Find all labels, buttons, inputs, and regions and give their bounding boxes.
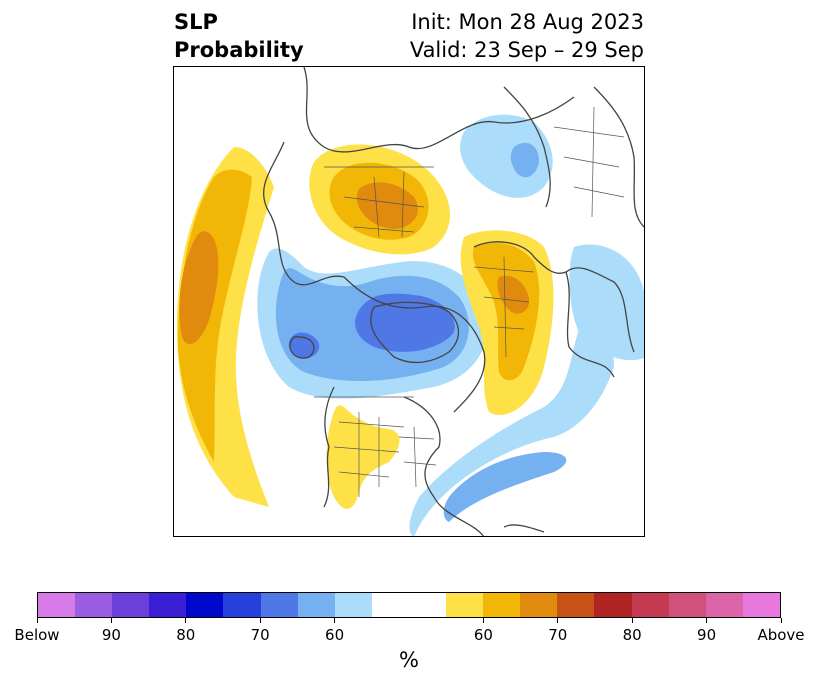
colorbar-segment: [112, 593, 150, 617]
colorbar-tick-label: 70: [548, 626, 568, 644]
colorbar-tick-label: 80: [622, 626, 642, 644]
colorbar-segment: [149, 593, 187, 617]
valid-date-label: Valid: 23 Sep – 29 Sep: [409, 38, 644, 62]
colorbar-segment: [38, 593, 76, 617]
colorbar-segment: [408, 593, 447, 617]
init-date-label: Init: Mon 28 Aug 2023: [411, 10, 644, 34]
colorbar-tick-mark: [185, 618, 187, 623]
colorbar-segment: [186, 593, 224, 617]
colorbar-segment: [557, 593, 595, 617]
colorbar-segment: [631, 593, 669, 617]
colorbar-segment: [668, 593, 706, 617]
colorbar-tick-mark: [557, 618, 559, 623]
colorbar-segment: [75, 593, 113, 617]
forecast-dates: Init: Mon 28 Aug 2023 Valid: 23 Sep – 29…: [410, 8, 644, 64]
shade-atlantic-below-70: [443, 452, 567, 522]
colorbar-segment: [334, 593, 372, 617]
shade-atlantic-below-60: [409, 314, 614, 536]
shade-pacific-above-80: [179, 231, 219, 345]
colorbar-tick-mark: [706, 618, 708, 623]
shade-asia-below-60: [569, 244, 644, 361]
colorbar-segment: [483, 593, 521, 617]
colorbar-tick-mark: [631, 618, 633, 623]
shade-greenland-above-70: [472, 242, 540, 381]
colorbar-segment: [297, 593, 335, 617]
colorbar-segment: [260, 593, 298, 617]
probability-map: [173, 66, 645, 537]
map-canvas: [176, 67, 644, 536]
colorbar-tick-label: 80: [176, 626, 196, 644]
shade-europe-below-70: [510, 142, 539, 178]
title-line-2: Probability: [174, 38, 304, 62]
title-line-1: SLP: [174, 10, 218, 34]
colorbar-tick-label: 60: [325, 626, 345, 644]
colorbar-segment: [742, 593, 780, 617]
colorbar-segment: [705, 593, 743, 617]
shade-arctic-below-80: [355, 293, 455, 352]
political-borders: [314, 106, 625, 497]
colorbar-segment: [371, 593, 409, 617]
colorbar-tick-mark: [334, 618, 336, 623]
colorbar-tick-label: Above: [757, 626, 805, 644]
colorbar-tick-mark: [110, 618, 112, 623]
colorbar-tick-mark: [780, 618, 782, 623]
shade-namerica-above-60: [326, 405, 400, 509]
shade-europe-below-60: [460, 114, 553, 198]
colorbar-segment: [446, 593, 484, 617]
colorbar-segment: [520, 593, 558, 617]
shade-greenland-above-80: [497, 275, 530, 314]
colorbar: [37, 592, 781, 618]
colorbar-tick-label: 90: [697, 626, 717, 644]
chart-title: SLP Probability: [174, 8, 304, 64]
colorbar-tick-label: 90: [101, 626, 121, 644]
colorbar-tick-label: 70: [250, 626, 270, 644]
colorbar-segment: [594, 593, 632, 617]
coastlines: [263, 67, 644, 536]
colorbar-tick-mark: [259, 618, 261, 623]
colorbar-tick-label: 60: [473, 626, 493, 644]
colorbar-tick-mark: [36, 618, 38, 623]
colorbar-segment: [223, 593, 261, 617]
colorbar-tick-mark: [482, 618, 484, 623]
shade-arctic-below-80-b: [288, 332, 320, 359]
colorbar-unit-label: %: [399, 648, 419, 672]
colorbar-tick-label: Below: [14, 626, 60, 644]
